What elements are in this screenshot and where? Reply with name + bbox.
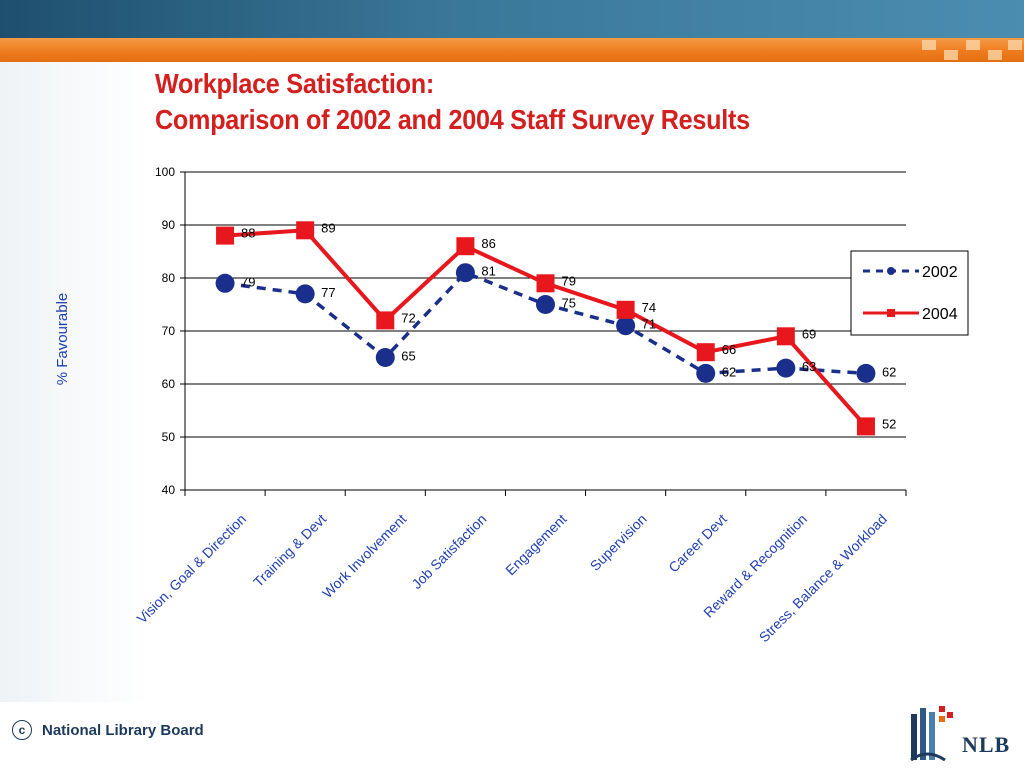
x-category-label: Work Involvement <box>319 511 409 601</box>
series-2002-point <box>856 363 876 383</box>
y-tick-label: 80 <box>162 271 176 285</box>
copyright-icon: c <box>12 720 32 740</box>
series-2002-point <box>776 358 796 378</box>
band-decoration <box>914 38 1024 62</box>
series-2004-point <box>856 417 875 436</box>
series-2002-data-label: 75 <box>562 296 576 311</box>
series-2002-point <box>375 348 395 367</box>
series-2004-point <box>536 274 555 293</box>
series-2002-data-label: 63 <box>802 359 816 374</box>
series-2002-point <box>696 363 716 383</box>
background-watermark <box>0 62 150 702</box>
nlb-logo-icon <box>910 706 953 762</box>
y-axis-label: % Favourable <box>54 293 71 386</box>
series-2002-data-label: 71 <box>642 317 656 332</box>
series-2004-line <box>224 228 868 428</box>
header-band <box>0 0 1024 38</box>
y-tick-label: 60 <box>162 377 176 391</box>
title-line-1: Workplace Satisfaction: <box>155 68 435 99</box>
series-2004-data-label: 66 <box>722 342 736 357</box>
legend-2002-marker <box>887 267 895 275</box>
series-2004-point <box>616 300 635 319</box>
series-2002-data-label: 81 <box>481 264 495 279</box>
series-2004-data-label: 69 <box>802 326 816 341</box>
page-title: Workplace Satisfaction: Comparison of 20… <box>155 66 816 138</box>
series-2002-data-label: 77 <box>321 285 335 300</box>
series-2002-point <box>455 263 475 283</box>
x-category-label: Training & Devt <box>250 511 329 590</box>
series-2002-data-label: 65 <box>401 349 415 364</box>
series-2004-point <box>216 226 235 245</box>
series-2004-data-label: 86 <box>481 236 495 251</box>
organization-name: National Library Board <box>42 721 204 739</box>
nlb-logo-text: NLB <box>962 732 1011 757</box>
y-tick-label: 50 <box>162 430 176 444</box>
x-category-label: Vision, Goal & Direction <box>133 511 249 627</box>
x-category-label: Career Devt <box>665 511 730 576</box>
series-2004-data-label: 74 <box>642 300 656 315</box>
series-2002-point <box>616 316 636 336</box>
x-category-label: Job Satisfaction <box>408 511 489 592</box>
y-tick-label: 100 <box>155 165 175 179</box>
series-2004-point <box>776 327 795 346</box>
footer: c National Library Board <box>12 720 204 740</box>
legend-2004-label: 2004 <box>922 306 958 323</box>
series-2004-point <box>376 311 395 330</box>
y-tick-label: 70 <box>162 324 176 338</box>
series-2002-data-label: 79 <box>241 274 255 289</box>
series-2002-point <box>536 295 555 314</box>
series-2004-point <box>296 221 315 240</box>
legend-2004-marker <box>887 309 895 317</box>
x-category-label: Engagement <box>502 511 570 579</box>
accent-band <box>0 38 1024 62</box>
series-2002-point <box>295 284 315 304</box>
legend-2002-label: 2002 <box>922 264 958 281</box>
series-2004-data-label: 72 <box>401 310 415 325</box>
x-category-label: Stress, Balance & Workload <box>756 511 890 645</box>
series-2004-data-label: 89 <box>321 220 335 235</box>
series-2004-data-label: 79 <box>562 273 576 288</box>
series-2002-point <box>215 273 235 293</box>
series-2002-data-label: 62 <box>882 364 896 379</box>
title-line-2: Comparison of 2002 and 2004 Staff Survey… <box>155 104 750 135</box>
y-tick-label: 40 <box>162 483 176 497</box>
series-2002-data-label: 62 <box>722 364 736 379</box>
legend-box <box>850 250 969 336</box>
series-2004-data-label: 52 <box>882 416 896 431</box>
series-2004-point <box>696 343 715 362</box>
x-category-label: Supervision <box>587 511 650 574</box>
series-2004-point <box>456 237 475 256</box>
y-tick-label: 90 <box>162 218 176 232</box>
series-2004-data-label: 88 <box>241 226 255 241</box>
